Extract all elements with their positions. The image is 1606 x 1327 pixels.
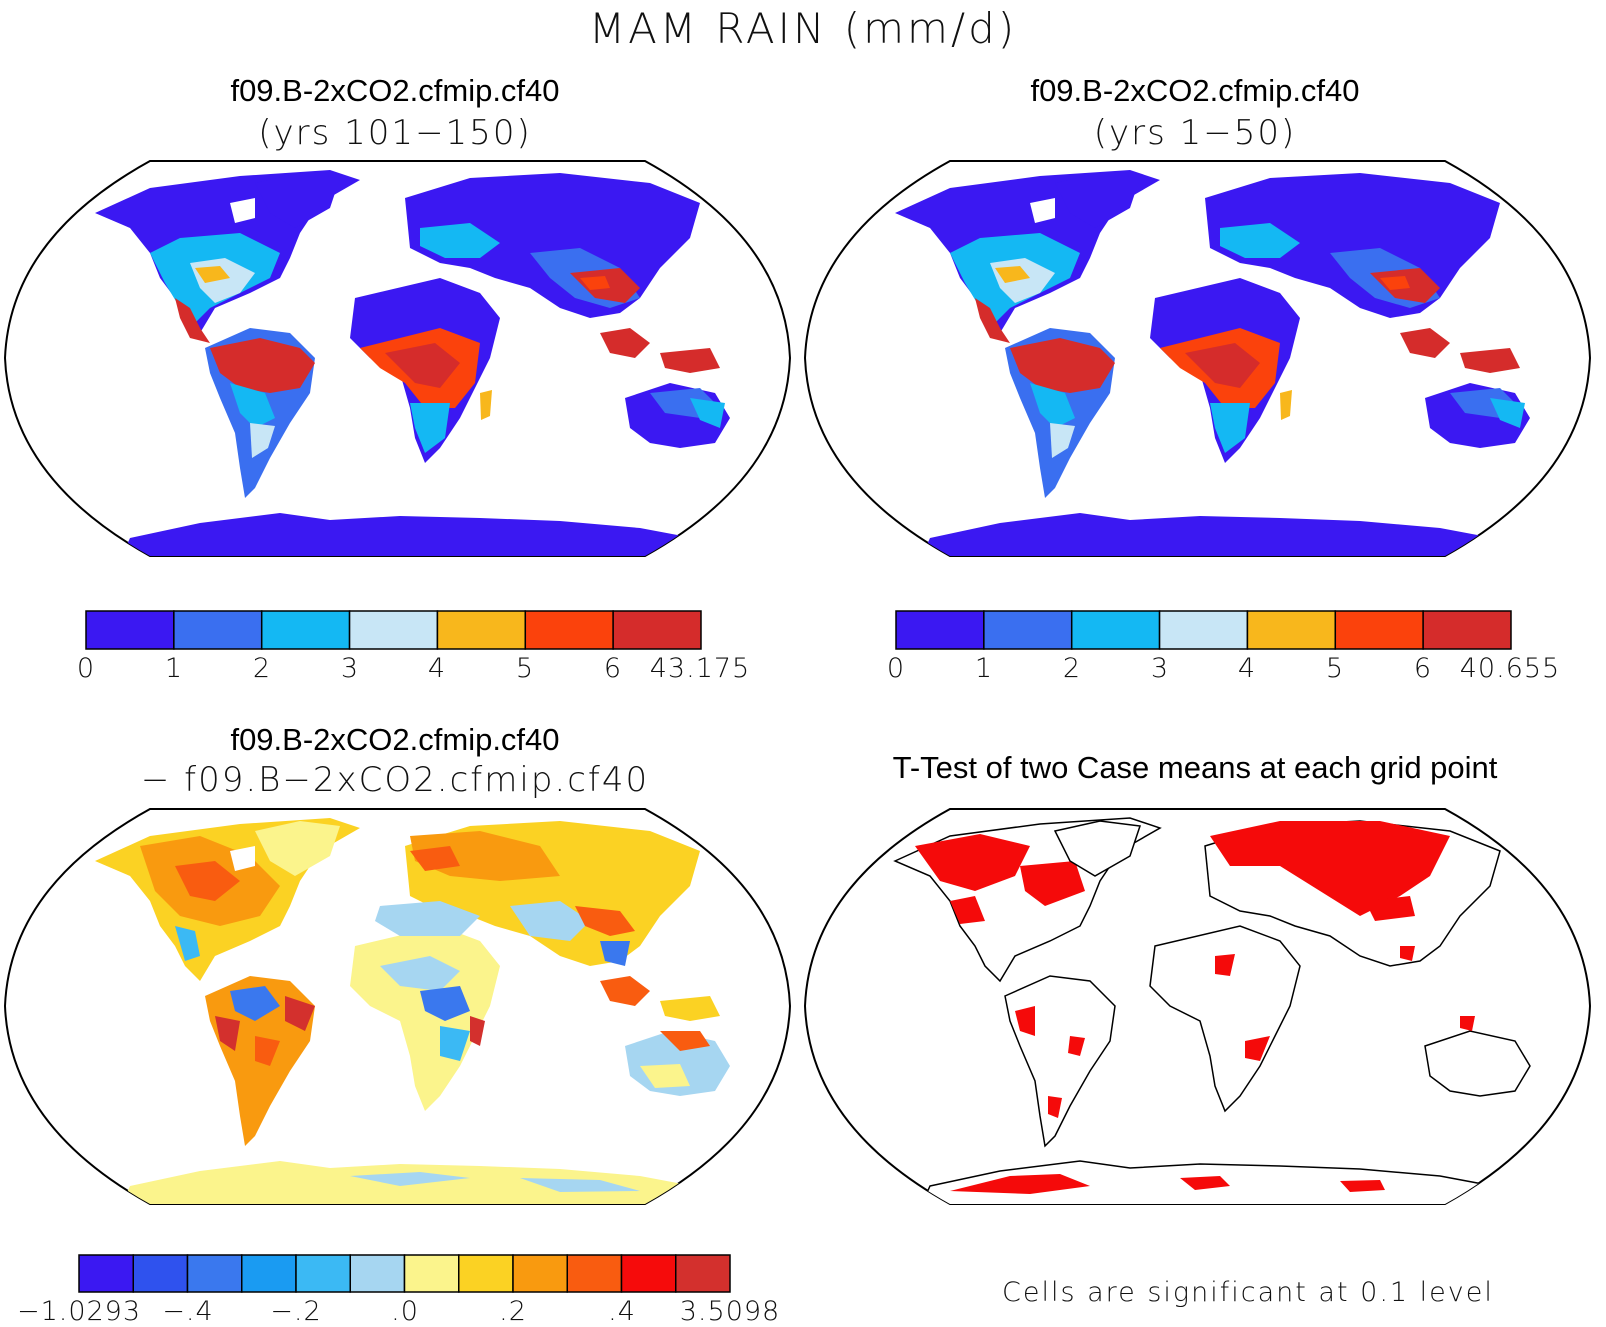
panel2-subtitle: (yrs 1−50): [1093, 113, 1297, 153]
cb3-label: .4: [608, 1296, 636, 1327]
cb1-label: 2: [252, 653, 272, 684]
colorbar-cell: [1422, 610, 1512, 650]
cb1-label: 1: [164, 653, 184, 684]
panel1-subtitle: (yrs 101−150): [258, 113, 532, 153]
panel1-colorbar: [85, 610, 702, 650]
panel2-map: [803, 160, 1592, 557]
panel2-title: f09.B-2xCO2.cfmip.cf40: [1030, 73, 1360, 108]
cb2-label: 0: [886, 653, 906, 684]
figure-title: MAM RAIN (mm/d): [588, 4, 1018, 53]
cb3-label: −.2: [270, 1296, 322, 1327]
colorbar-cell: [173, 610, 263, 650]
cb1-label: 4: [427, 653, 447, 684]
cb2-label: 5: [1325, 653, 1345, 684]
colorbar-cell: [458, 1254, 514, 1293]
colorbar-cell: [512, 1254, 568, 1293]
colorbar-cell: [78, 1254, 134, 1293]
colorbar-cell: [436, 610, 527, 650]
cb2-label: 1: [974, 653, 994, 684]
colorbar-cell: [620, 1254, 677, 1293]
colorbar-cell: [349, 1254, 406, 1293]
cb1-label: 5: [515, 653, 535, 684]
cb3-label: 3.5098: [679, 1296, 781, 1327]
cb3-label: −.4: [162, 1296, 214, 1327]
colorbar-cell: [403, 1254, 460, 1293]
colorbar-cell: [524, 610, 614, 650]
panel3-colorbar: [78, 1254, 731, 1293]
antarctica: [120, 513, 740, 556]
colorbar-cell: [1070, 610, 1161, 650]
colorbar-cell: [241, 1254, 297, 1293]
panel4-title: T-Test of two Case means at each grid po…: [892, 750, 1498, 785]
cb3-label: −1.0293: [16, 1296, 142, 1327]
colorbar-cell: [186, 1254, 243, 1293]
colorbar-cell: [295, 1254, 351, 1293]
cb3-label: .0: [391, 1296, 419, 1327]
colorbar-cell: [1158, 610, 1249, 650]
colorbar-cell: [612, 610, 702, 650]
colorbar-cell: [983, 610, 1073, 650]
colorbar-cell: [566, 1254, 623, 1293]
cb1-label: 3: [340, 653, 360, 684]
panel1-title: f09.B-2xCO2.cfmip.cf40: [230, 73, 560, 108]
cb2-label: 4: [1237, 653, 1257, 684]
colorbar-cell: [85, 610, 175, 650]
panel4-map: [803, 808, 1592, 1205]
cb2-label: 40.655: [1459, 653, 1561, 684]
colorbar-cell: [132, 1254, 189, 1293]
colorbar-cell: [675, 1254, 731, 1293]
panel3-title: f09.B-2xCO2.cfmip.cf40: [230, 722, 560, 757]
panel2-colorbar: [895, 610, 1512, 650]
panel1-map: [3, 160, 792, 557]
panel3-map: [3, 808, 792, 1205]
cb1-label: 0: [76, 653, 96, 684]
significance-note: Cells are significant at 0.1 level: [1002, 1277, 1494, 1308]
colorbar-cell: [1246, 610, 1337, 650]
colorbar-cell: [348, 610, 439, 650]
cb2-label: 6: [1413, 653, 1433, 684]
cb1-label: 6: [603, 653, 623, 684]
panel3-subtitle: − f09.B−2xCO2.cfmip.cf40: [140, 760, 650, 800]
colorbar-cell: [895, 610, 985, 650]
colorbar-cell: [1334, 610, 1424, 650]
cb1-label: 43.175: [649, 653, 751, 684]
cb2-label: 2: [1062, 653, 1082, 684]
colorbar-cell: [260, 610, 351, 650]
cb2-label: 3: [1150, 653, 1170, 684]
cb3-label: .2: [499, 1296, 527, 1327]
